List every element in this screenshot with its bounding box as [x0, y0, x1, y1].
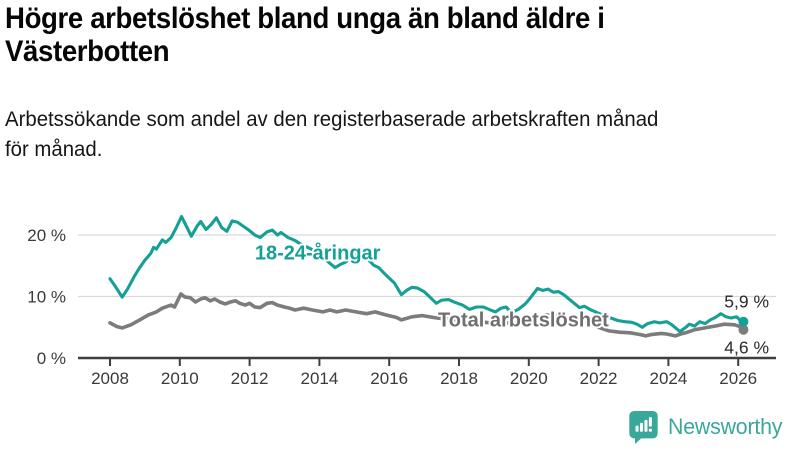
logo-bubble	[629, 410, 658, 444]
page-title: Högre arbetslöshet bland unga än bland ä…	[5, 2, 605, 68]
series-label-total: Total arbetslöshet	[438, 309, 609, 331]
text-line: Västerbotten	[5, 35, 170, 68]
end-value-label-18-24: 5,9 %	[724, 292, 769, 312]
y-tick-label: 20 %	[27, 226, 66, 245]
newsworthy-logo-icon	[629, 410, 658, 444]
logo-bars	[635, 417, 653, 432]
x-tick-label: 2014	[300, 369, 338, 388]
text-line: för månad.	[5, 138, 103, 161]
x-tick-label: 2018	[440, 369, 478, 388]
text-line: Högre arbetslöshet bland unga än bland ä…	[5, 2, 605, 35]
x-tick-label: 2020	[510, 369, 548, 388]
series-line-total	[108, 292, 746, 338]
x-tick-label: 2022	[580, 369, 618, 388]
series-end-dot-18-24	[738, 316, 749, 327]
series-end-dot-total	[738, 324, 749, 335]
brand-name: Newsworthy	[668, 414, 783, 439]
page-subtitle: Arbetssökande som andel av den registerb…	[5, 105, 658, 165]
x-tick-label: 2026	[719, 369, 757, 388]
end-value-label-total: 4,6 %	[724, 338, 769, 358]
x-tick-label: 2016	[370, 369, 408, 388]
series-line-18-24	[108, 214, 745, 334]
x-tick-label: 2024	[649, 369, 687, 388]
brand-footer: Newsworthy	[628, 410, 786, 444]
y-tick-label: 0 %	[37, 349, 66, 368]
x-tick-label: 2010	[161, 369, 199, 388]
text-line: Arbetssökande som andel av den registerb…	[5, 108, 659, 131]
x-tick-label: 2008	[91, 369, 129, 388]
series-label-18-24: 18-24-åringar	[255, 242, 381, 265]
y-tick-label: 10 %	[27, 288, 66, 307]
x-tick-label: 2012	[231, 369, 269, 388]
